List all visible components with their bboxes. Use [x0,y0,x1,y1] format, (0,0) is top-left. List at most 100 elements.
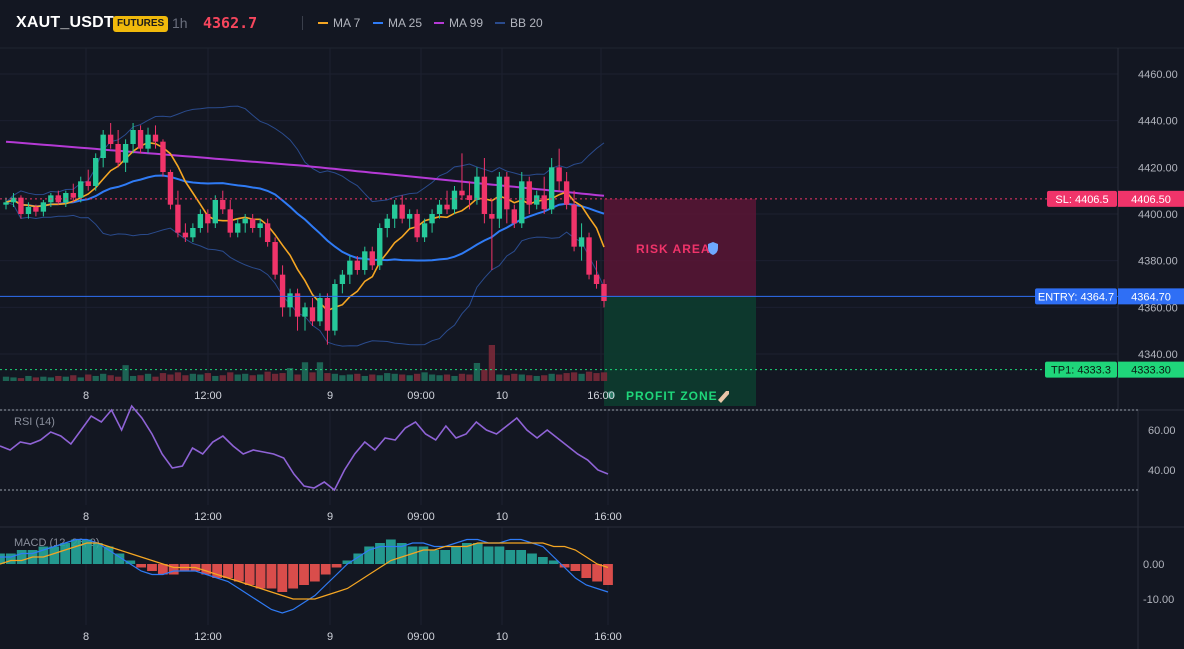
volume-bar [361,375,368,381]
candle-body [302,307,308,317]
candle-body [399,204,405,219]
volume-bar [189,373,197,381]
candle-body [324,298,331,331]
candle-body [279,274,286,308]
candle-body [332,284,338,331]
volume-bar [85,374,92,381]
volume-bar [182,375,189,381]
volume-bar [533,375,540,381]
legend-bb20[interactable]: BB 20 [495,16,543,30]
volume-bar [301,362,309,381]
legend-ma99[interactable]: MA 99 [434,16,483,30]
candle-body [309,307,316,322]
volume-bar [10,377,17,381]
volume-bar [324,373,331,381]
signal-line [0,542,609,600]
candle-body [578,237,585,247]
macd-histogram-bar [570,564,581,571]
rsi-x-tick: 16:00 [594,511,622,523]
macd-x-tick: 8 [83,631,89,643]
candle-body [70,193,76,198]
volume-bar [339,375,346,381]
macd-histogram-bar [418,546,429,564]
entry-value-bg [1118,288,1184,305]
macd-histogram-bar [114,553,125,564]
symbol-name[interactable]: XAUT_USDT [16,14,114,31]
volume-bar [481,369,488,381]
macd-x-tick: 16:00 [594,631,622,643]
macd-histogram-bar [385,539,396,564]
volume-bar [511,373,518,381]
candle-body [489,214,495,219]
sl-value: 4406.50 [1131,194,1171,206]
macd-x-tick: 12:00 [194,631,222,643]
candle-body [504,176,510,210]
volume-bar [526,375,533,381]
macd-histogram-bar [592,564,603,582]
volume-bar [92,375,99,381]
legend-ma25[interactable]: MA 25 [373,16,422,30]
last-price: 4362.7 [203,14,258,32]
ma7-swatch-icon [318,22,328,24]
volume-bar [391,373,398,381]
candle-body [3,202,9,205]
profit-zone-label: PROFIT ZONE [626,389,718,403]
price-x-tick: 9 [327,390,333,402]
price-x-tick: 8 [83,390,89,402]
price-axis-tick: 4460.00 [1138,69,1178,81]
candle-body [25,207,32,214]
macd-histogram-bar [157,564,168,575]
macd-histogram-bar [71,539,81,564]
volume-bar [234,374,241,381]
candle-body [235,223,241,233]
macd-histogram-bar [212,564,223,578]
candle-body [167,172,174,205]
legend-ma7[interactable]: MA 7 [318,16,360,30]
rsi-axis-tick: 60.00 [1148,425,1176,437]
volume-bar [488,345,496,381]
candle-body [107,134,114,144]
volume-bars [2,345,608,381]
zone-marker-dot [607,391,615,399]
legend-bb20-label: BB 20 [510,16,543,30]
profit-zone [604,296,756,406]
volume-bar [212,375,219,381]
risk-area-zone [604,198,756,297]
macd-histogram-bar [353,553,364,564]
timeframe-selector[interactable]: 1h [172,15,188,31]
rsi-x-tick: 10 [496,511,508,523]
volume-bar [436,375,443,381]
macd-histogram-bar [320,564,331,575]
candle-body [55,195,62,203]
volume-bar [413,373,421,381]
rsi-title: RSI (14) [14,416,55,428]
bb20-swatch-icon [495,22,505,24]
tp-value: 4333.30 [1131,365,1171,377]
volume-bar [114,376,122,381]
volume-bar [346,374,353,381]
volume-bar [428,374,436,381]
legend-ma25-label: MA 25 [388,16,423,30]
candle-body [264,223,271,242]
volume-bar [32,377,40,381]
macd-histogram-bar [309,564,320,582]
candle-body [205,214,211,224]
candle-body [197,214,204,228]
macd-histogram-bar [342,560,353,564]
candle-body [294,293,301,317]
sl-value-bg [1118,190,1184,207]
volume-bar [451,375,458,381]
macd-histogram-bar [331,564,342,568]
tp-label: TP1: 4333.3 [1051,365,1111,377]
macd-histogram-bar [168,564,179,575]
rsi-x-tick: 9 [327,511,333,523]
volume-bar [40,376,47,381]
candle-body [406,214,413,219]
macd-histogram-bar [255,564,266,589]
macd-histogram-bar [472,543,483,564]
candle-body [249,218,256,228]
candle-body [85,181,91,186]
volume-bar [563,373,570,381]
volume-bar [496,374,503,381]
